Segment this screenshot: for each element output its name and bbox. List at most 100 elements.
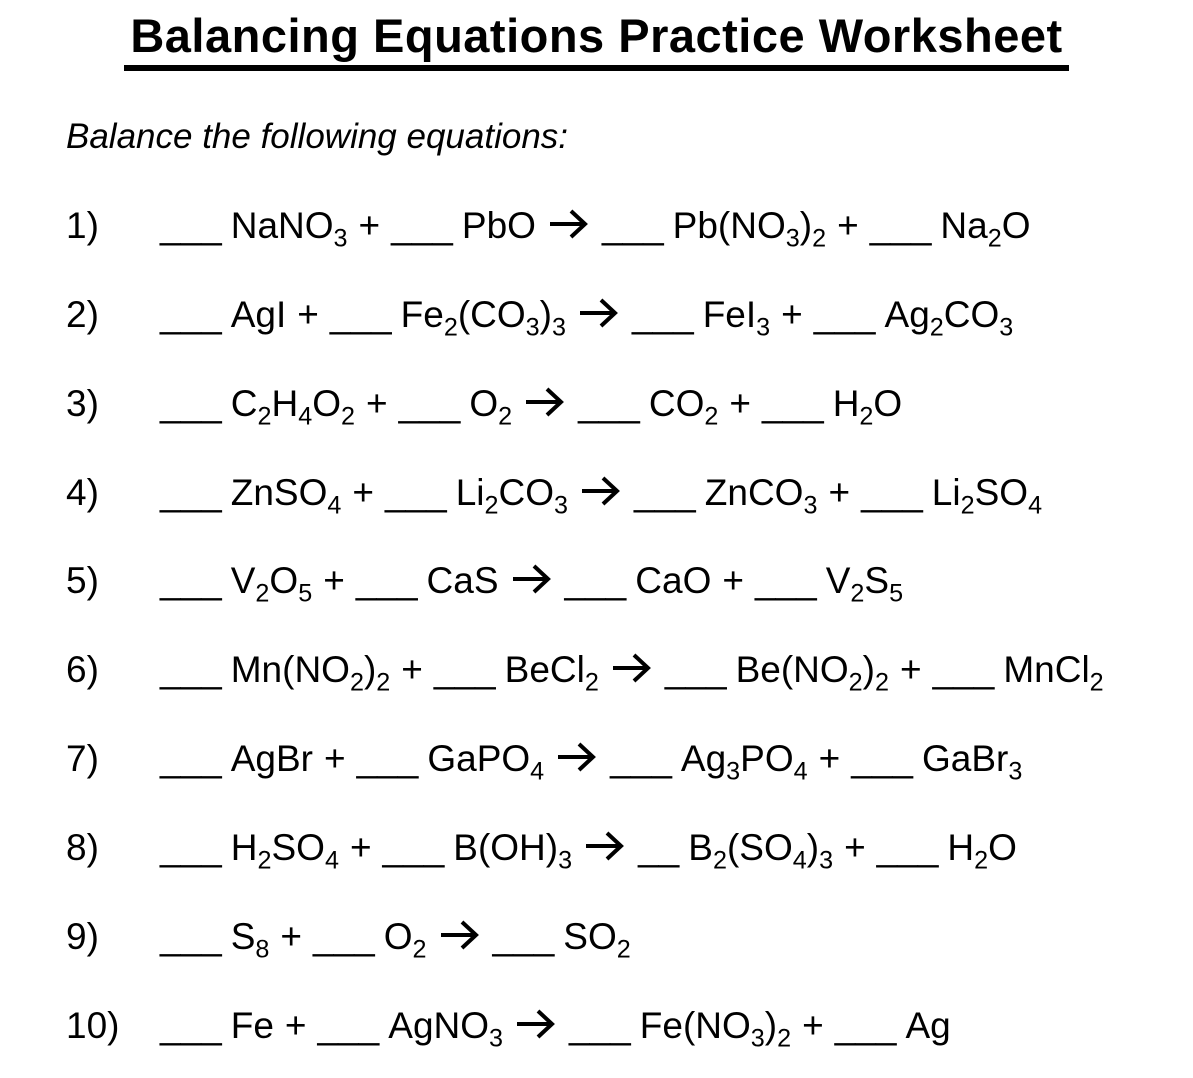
answer-blank[interactable]: ___ — [355, 560, 418, 602]
answer-blank[interactable]: ___ — [861, 471, 923, 513]
formula-text: ) — [799, 205, 813, 246]
title-wrap: Balancing Equations Practice Worksheet — [0, 8, 1193, 71]
formula-text: ZnSO — [230, 471, 328, 513]
page-title: Balancing Equations Practice Worksheet — [124, 8, 1069, 71]
formula-text: CO — [943, 293, 1000, 335]
answer-blank[interactable]: ___ — [834, 1004, 897, 1046]
subscript: 2 — [960, 490, 975, 519]
answer-blank[interactable]: ___ — [813, 293, 876, 335]
formula-text: ) — [363, 649, 377, 691]
subscript: 3 — [489, 1023, 504, 1052]
answer-blank[interactable]: ___ — [433, 649, 496, 691]
subscript: 3 — [551, 313, 566, 342]
answer-blank[interactable]: ___ — [384, 471, 447, 513]
subscript: 3 — [726, 757, 741, 786]
formula-text: (SO — [726, 826, 793, 868]
answer-blank[interactable]: ___ — [634, 471, 696, 513]
answer-blank[interactable]: ___ — [160, 293, 222, 335]
formula-text: O — [1001, 205, 1031, 246]
answer-blank[interactable]: ___ — [313, 915, 375, 957]
chemical-formula: H2SO4 — [231, 827, 339, 873]
plus-sign: + — [802, 1004, 824, 1046]
formula-text: C — [230, 382, 258, 424]
subscript: 2 — [412, 935, 427, 964]
right-arrow-icon — [512, 564, 551, 594]
equation-number: 2) — [66, 293, 99, 335]
plus-sign: + — [729, 382, 751, 424]
answer-blank[interactable]: ___ — [398, 382, 461, 424]
chemical-formula: Fe2(CO3)3 — [401, 294, 566, 340]
answer-blank[interactable]: ___ — [160, 738, 222, 780]
answer-blank[interactable]: ___ — [391, 205, 453, 246]
answer-blank[interactable]: ___ — [578, 382, 640, 424]
chemical-formula: CO2 — [648, 382, 719, 429]
chemical-formula: Pb(NO3)2 — [673, 205, 826, 251]
formula-text: ) — [764, 1004, 778, 1046]
answer-blank[interactable]: ___ — [160, 1004, 222, 1046]
equation-row: 4) ___ ZnSO4 + ___ Li2CO3 ___ ZnCO3 + ___ Li2SO4 — [66, 471, 1193, 518]
formula-text: CO — [648, 382, 705, 424]
answer-blank[interactable]: ___ — [851, 738, 913, 780]
subscript: 3 — [785, 224, 800, 253]
equation-row: 5) ___ V2O5 + ___ CaS ___ CaO + ___ V2S5 — [66, 560, 1193, 606]
answer-blank[interactable]: ___ — [754, 560, 817, 602]
answer-blank[interactable]: ___ — [761, 382, 824, 424]
answer-blank[interactable]: ___ — [356, 738, 419, 780]
plus-sign: + — [844, 826, 866, 868]
formula-text: H — [947, 826, 975, 868]
answer-blank[interactable]: ___ — [317, 1004, 380, 1046]
subscript: 2 — [376, 668, 391, 697]
equation-row: 2) ___ AgI + ___ Fe2(CO3)3 ___ FeI3 + ___ Ag2CO3 — [66, 293, 1193, 340]
formula-text: SO — [974, 471, 1029, 513]
formula-text: CaS — [426, 560, 499, 602]
equation-row: 3) ___ C2H4O2 + ___ O2 ___ CO2 + ___ H2O — [66, 382, 1193, 429]
answer-blank[interactable]: ___ — [631, 293, 694, 335]
formula-text: NaNO — [230, 205, 334, 246]
answer-blank[interactable]: ___ — [160, 382, 222, 424]
chemical-formula: V2O5 — [231, 560, 312, 606]
chemical-formula: PbO — [462, 205, 536, 246]
answer-blank[interactable]: ___ — [160, 205, 222, 246]
formula-text: O — [383, 915, 413, 957]
answer-blank[interactable]: ___ — [664, 649, 727, 691]
answer-blank[interactable]: ___ — [564, 560, 627, 602]
formula-text: GaBr — [921, 738, 1009, 780]
chemical-formula: CaO — [635, 560, 711, 601]
subscript: 2 — [616, 935, 631, 964]
chemical-formula: CaS — [427, 560, 499, 601]
right-arrow-icon — [612, 653, 651, 683]
answer-blank[interactable]: ___ — [601, 205, 664, 246]
formula-text: BeCl — [504, 649, 585, 691]
chemical-formula: Fe(NO3)2 — [640, 1004, 791, 1051]
answer-blank[interactable]: ___ — [160, 649, 222, 691]
answer-blank[interactable]: ___ — [569, 1004, 631, 1046]
subscript: 2 — [255, 579, 270, 608]
answer-blank[interactable]: ___ — [610, 738, 672, 780]
answer-blank[interactable]: ___ — [932, 649, 995, 691]
answer-blank[interactable]: ___ — [160, 915, 222, 957]
formula-text: FeI — [702, 293, 757, 335]
equation-row: 6) ___ Mn(NO2)2 + ___ BeCl2 ___ Be(NO2)2 + ___ MnC… — [66, 649, 1193, 695]
formula-text: O — [988, 826, 1017, 868]
answer-blank[interactable]: ___ — [876, 826, 939, 868]
answer-blank[interactable]: __ — [638, 826, 680, 868]
answer-blank[interactable]: ___ — [160, 471, 222, 513]
subscript: 4 — [530, 757, 545, 786]
answer-blank[interactable]: ___ — [160, 826, 222, 868]
formula-text: Li — [931, 471, 961, 513]
answer-blank[interactable]: ___ — [382, 826, 445, 868]
subscript: 2 — [848, 668, 863, 697]
answer-blank[interactable]: ___ — [160, 560, 222, 602]
answer-blank[interactable]: ___ — [869, 205, 932, 246]
formula-text: ZnCO — [704, 471, 804, 513]
formula-text: B(OH) — [453, 826, 559, 868]
formula-text: O — [269, 560, 299, 602]
plus-sign: + — [818, 738, 841, 780]
chemical-formula: V2S5 — [826, 560, 903, 606]
answer-blank[interactable]: ___ — [492, 915, 555, 957]
answer-blank[interactable]: ___ — [329, 293, 392, 335]
chemical-formula: O2 — [469, 383, 512, 429]
plus-sign: + — [365, 382, 388, 424]
formula-text: CaO — [635, 560, 712, 602]
